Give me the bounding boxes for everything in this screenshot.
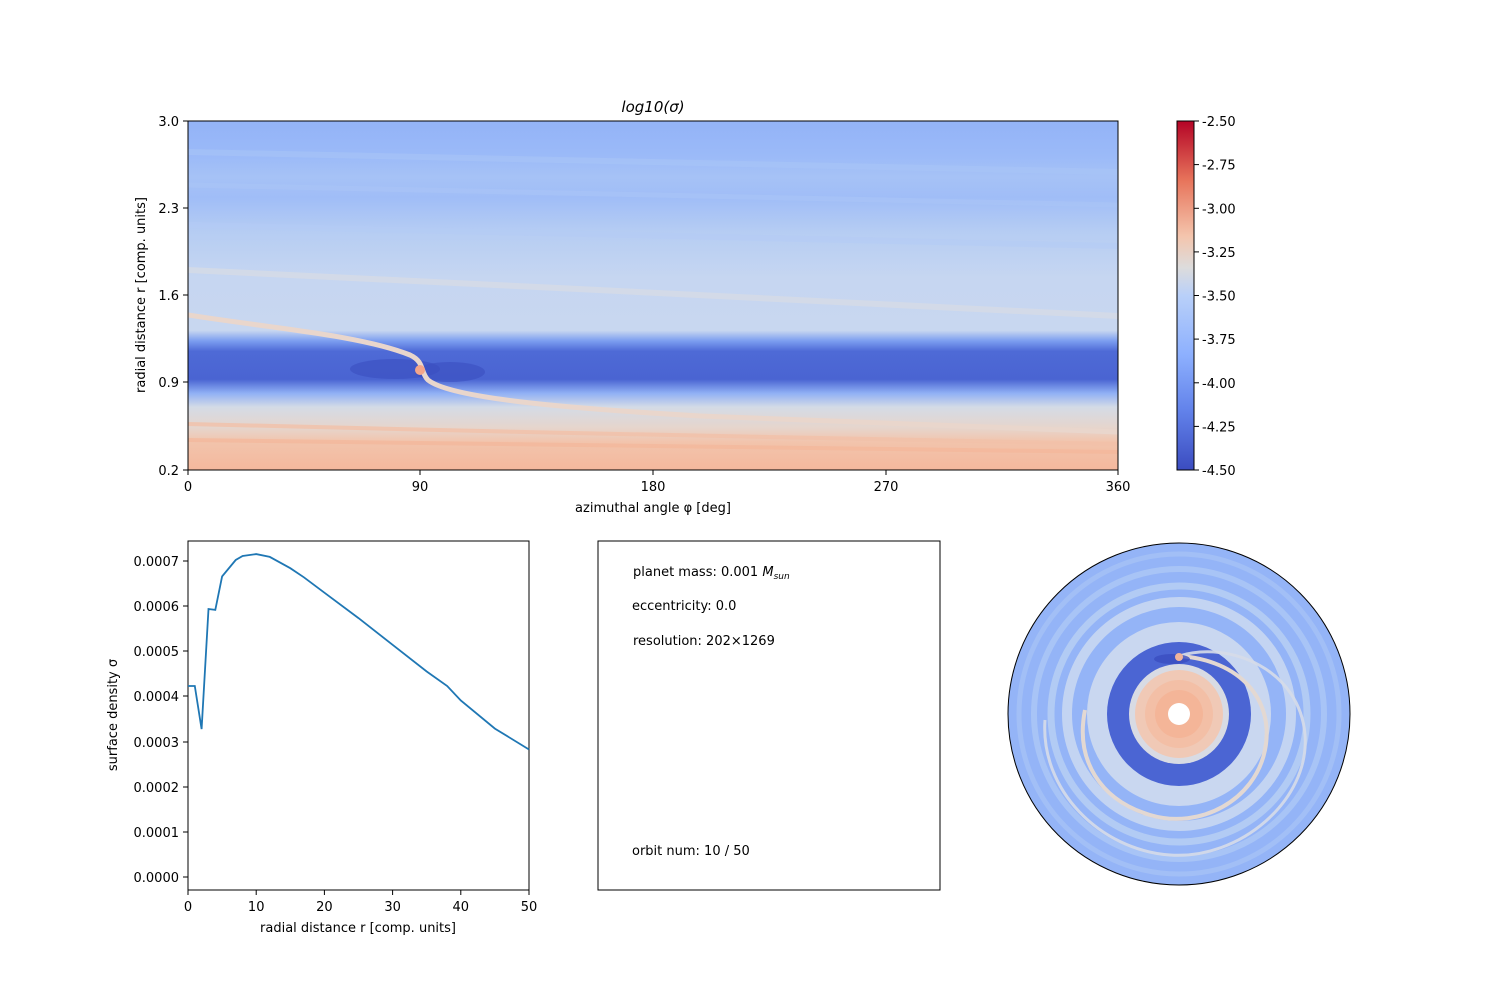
profile-ytick-label: 0.0003 <box>134 736 180 751</box>
profile-panel: 0 10 20 30 40 50 0.0000 0.0001 0.0002 0.… <box>106 540 537 936</box>
heatmap-xtick-label: 270 <box>874 480 899 495</box>
colorbar-tick-label: -3.50 <box>1202 290 1236 305</box>
profile-xtick-label: 10 <box>248 900 265 915</box>
profile-ytick-label: 0.0001 <box>134 826 180 841</box>
profile-ytick-label: 0.0006 <box>134 600 180 615</box>
heatmap-panel: log10(σ) 0 90 180 270 360 0.2 0.9 1.6 2.… <box>134 98 1130 516</box>
colorbar-tick-label: -3.25 <box>1202 246 1236 261</box>
heatmap-xticks: 0 90 180 270 360 <box>184 470 1131 495</box>
heatmap-ytick-label: 0.9 <box>158 376 179 391</box>
heatmap-xtick-label: 360 <box>1106 480 1131 495</box>
heatmap-xlabel: azimuthal angle φ [deg] <box>575 501 731 516</box>
colorbar-ticks: -2.50 -2.75 -3.00 -3.25 -3.50 -3.75 -4.0… <box>1194 115 1236 479</box>
colorbar-tick-label: -4.25 <box>1202 420 1236 435</box>
heatmap-image <box>188 121 1118 470</box>
colorbar-tick-label: -2.75 <box>1202 159 1236 174</box>
polar-planet-marker <box>1175 653 1183 661</box>
heatmap-ytick-label: 2.3 <box>158 202 179 217</box>
profile-ytick-label: 0.0005 <box>134 645 180 660</box>
polar-disk-image <box>1008 543 1350 885</box>
info-panel: planet mass: 0.001 Msun eccentricity: 0.… <box>597 540 941 891</box>
colorbar-tick-label: -3.75 <box>1202 333 1236 348</box>
profile-xlabel: radial distance r [comp. units] <box>260 921 456 936</box>
heatmap-title: log10(σ) <box>621 98 684 116</box>
planet-marker <box>415 365 425 375</box>
heatmap-ylabel: radial distance r [comp. units] <box>134 197 149 393</box>
profile-xtick-label: 50 <box>521 900 538 915</box>
heatmap-ytick-label: 0.2 <box>158 464 179 479</box>
colorbar-gradient <box>1176 120 1195 471</box>
heatmap-xtick-label: 180 <box>641 480 666 495</box>
heatmap-xtick-label: 0 <box>184 480 192 495</box>
profile-ytick-label: 0.0000 <box>134 871 180 886</box>
profile-xtick-label: 20 <box>316 900 333 915</box>
profile-xtick-label: 40 <box>453 900 470 915</box>
resolution-text: resolution: 202×1269 <box>633 634 775 649</box>
polar-disk-panel <box>1007 542 1351 886</box>
profile-axes <box>187 540 530 891</box>
polar-frame <box>1007 542 1351 886</box>
heatmap-xtick-label: 90 <box>412 480 429 495</box>
eccentricity-text: eccentricity: 0.0 <box>632 599 736 614</box>
heatmap-ytick-label: 1.6 <box>158 289 179 304</box>
profile-ytick-label: 0.0002 <box>134 781 180 796</box>
profile-xticks: 0 10 20 30 40 50 <box>184 890 537 915</box>
colorbar-tick-label: -4.50 <box>1202 464 1236 479</box>
colorbar-tick-label: -2.50 <box>1202 115 1236 130</box>
colorbar-tick-label: -3.00 <box>1202 202 1236 217</box>
profile-ylabel: surface density σ <box>106 659 121 771</box>
polar-inner-hole <box>1168 703 1190 725</box>
colorbar-tick-label: -4.00 <box>1202 377 1236 392</box>
heatmap-ytick-label: 3.0 <box>158 115 179 130</box>
profile-series-line <box>188 553 530 751</box>
orbit-number-text: orbit num: 10 / 50 <box>632 844 750 859</box>
profile-yticks: 0.0000 0.0001 0.0002 0.0003 0.0004 0.000… <box>134 555 188 886</box>
profile-xtick-label: 0 <box>184 900 192 915</box>
profile-xtick-label: 30 <box>384 900 401 915</box>
planet-mass-text: planet mass: 0.001 Msun <box>633 565 790 582</box>
colorbar: -2.50 -2.75 -3.00 -3.25 -3.50 -3.75 -4.0… <box>1176 115 1236 479</box>
info-box <box>597 540 941 891</box>
profile-ytick-label: 0.0004 <box>134 690 180 705</box>
heatmap-yticks: 0.2 0.9 1.6 2.3 3.0 <box>158 115 188 479</box>
profile-ytick-label: 0.0007 <box>134 555 180 570</box>
